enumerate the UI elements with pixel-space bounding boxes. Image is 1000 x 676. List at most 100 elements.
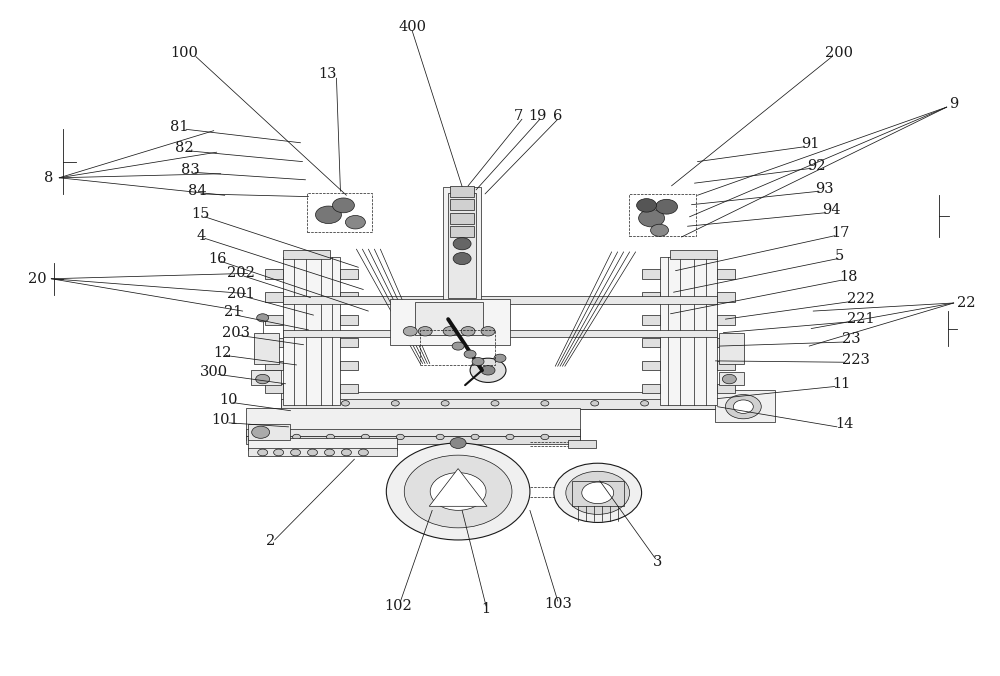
Text: 17: 17 <box>831 226 849 240</box>
Circle shape <box>436 434 444 439</box>
Text: 14: 14 <box>835 417 853 431</box>
Circle shape <box>491 401 499 406</box>
Bar <box>246 429 580 435</box>
Circle shape <box>324 449 334 456</box>
Bar <box>670 251 717 258</box>
Text: 8: 8 <box>44 171 53 185</box>
Bar <box>642 338 660 347</box>
Text: 103: 103 <box>544 597 572 611</box>
Text: 22: 22 <box>957 296 975 310</box>
Bar <box>717 384 735 393</box>
Text: 10: 10 <box>220 393 238 407</box>
Text: 6: 6 <box>553 109 563 123</box>
Bar <box>642 315 660 324</box>
Circle shape <box>541 434 549 439</box>
Text: 203: 203 <box>222 326 250 339</box>
Circle shape <box>641 401 649 406</box>
Bar <box>248 438 397 450</box>
Bar <box>717 361 735 370</box>
Text: 222: 222 <box>847 292 875 306</box>
Bar <box>717 292 735 301</box>
Circle shape <box>506 434 514 439</box>
Bar <box>450 213 474 224</box>
Circle shape <box>554 463 642 523</box>
Bar <box>642 269 660 279</box>
Text: 12: 12 <box>214 346 232 360</box>
Circle shape <box>308 449 318 456</box>
Circle shape <box>656 199 678 214</box>
Bar <box>717 269 735 279</box>
Circle shape <box>441 401 449 406</box>
Circle shape <box>471 434 479 439</box>
Circle shape <box>472 358 484 366</box>
Bar <box>642 292 660 301</box>
Circle shape <box>725 395 761 419</box>
Text: 1: 1 <box>481 602 491 616</box>
Text: 400: 400 <box>398 20 426 34</box>
Bar <box>307 193 372 232</box>
Text: 201: 201 <box>227 287 255 301</box>
Bar <box>340 292 358 301</box>
Circle shape <box>453 238 471 250</box>
Text: 16: 16 <box>209 251 227 266</box>
Text: 18: 18 <box>839 270 858 285</box>
Text: 223: 223 <box>842 353 870 366</box>
Circle shape <box>293 434 301 439</box>
Text: 200: 200 <box>825 45 853 59</box>
Text: 101: 101 <box>211 413 239 427</box>
Circle shape <box>448 485 468 498</box>
Text: 9: 9 <box>949 97 958 111</box>
Bar <box>246 436 580 444</box>
Bar <box>448 193 476 297</box>
Bar <box>719 372 744 385</box>
Bar <box>246 408 580 440</box>
Text: 4: 4 <box>196 228 205 243</box>
Bar <box>265 292 283 301</box>
Bar <box>715 390 775 422</box>
Bar <box>248 448 397 456</box>
Circle shape <box>291 449 301 456</box>
Text: 5: 5 <box>835 249 844 263</box>
Bar <box>717 338 735 347</box>
Circle shape <box>396 434 404 439</box>
Bar <box>450 226 474 237</box>
Circle shape <box>450 437 466 448</box>
Circle shape <box>430 473 486 510</box>
Text: 91: 91 <box>801 137 820 151</box>
Text: 81: 81 <box>170 120 188 134</box>
Text: 2: 2 <box>266 534 275 548</box>
Circle shape <box>566 471 630 514</box>
Bar <box>717 315 735 324</box>
Circle shape <box>733 400 753 414</box>
Bar <box>283 257 340 406</box>
Bar <box>660 257 717 406</box>
Bar <box>420 330 495 365</box>
Circle shape <box>494 354 506 362</box>
Circle shape <box>403 327 417 336</box>
Circle shape <box>256 375 270 384</box>
Circle shape <box>470 358 506 383</box>
Bar <box>642 361 660 370</box>
Circle shape <box>341 449 351 456</box>
Text: 94: 94 <box>822 203 841 217</box>
Text: 93: 93 <box>815 182 834 195</box>
Text: 100: 100 <box>170 45 198 59</box>
Bar <box>283 251 330 258</box>
Bar <box>248 424 290 440</box>
Circle shape <box>386 443 530 540</box>
Text: 221: 221 <box>847 312 875 326</box>
Circle shape <box>391 401 399 406</box>
Bar <box>265 269 283 279</box>
Bar <box>340 315 358 324</box>
Text: 83: 83 <box>181 163 200 176</box>
Circle shape <box>332 198 354 213</box>
Bar <box>415 302 483 335</box>
Bar <box>443 187 481 301</box>
Bar <box>572 481 624 506</box>
Text: 13: 13 <box>318 67 337 81</box>
Bar <box>265 315 283 324</box>
Text: 11: 11 <box>832 377 850 391</box>
Bar <box>265 338 283 347</box>
Text: 23: 23 <box>842 333 861 346</box>
Bar <box>254 333 279 364</box>
